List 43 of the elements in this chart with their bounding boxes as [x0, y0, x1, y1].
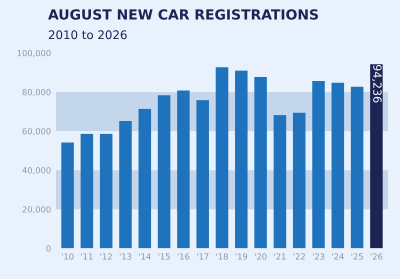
x-tick-label: '12 [100, 253, 112, 260]
y-tick-label: 60,000 [22, 128, 51, 136]
x-tick-label: '11 [81, 253, 93, 260]
bar [80, 134, 94, 248]
y-tick-label: 80,000 [22, 89, 51, 96]
y-tick-label: 100,000 [18, 50, 51, 58]
bar [177, 90, 190, 248]
x-tick-label: '22 [294, 253, 305, 260]
bar [196, 100, 209, 248]
x-tick-label: '23 [312, 253, 324, 260]
bar [119, 120, 132, 248]
bar [138, 108, 152, 248]
bar [158, 95, 170, 248]
bar [292, 112, 306, 248]
bar [61, 142, 74, 248]
x-tick-label: '26 [370, 253, 382, 260]
bar [312, 80, 325, 248]
bar [100, 134, 112, 248]
x-tick-label: '18 [216, 253, 228, 260]
x-tick-label: '25 [351, 253, 363, 260]
x-tick-label: '24 [332, 253, 344, 260]
data-label: 94,236 [372, 64, 382, 102]
x-tick-label: '21 [274, 253, 286, 260]
chart-title: AUGUST NEW CAR REGISTRATIONS [48, 9, 318, 20]
bar [332, 82, 344, 248]
x-tick-label: '13 [120, 253, 132, 260]
bar [235, 70, 248, 248]
bar [274, 115, 286, 248]
bar [254, 77, 267, 248]
bar [350, 86, 364, 248]
y-tick-label: 40,000 [22, 167, 51, 174]
x-tick-label: '19 [236, 253, 248, 260]
x-tick-label: '14 [139, 253, 151, 260]
chart-subtitle: 2010 to 2026 [48, 30, 127, 40]
x-tick-label: '20 [254, 253, 266, 260]
x-tick-label: '10 [62, 253, 74, 260]
y-tick-label: 20,000 [22, 206, 51, 214]
bar [370, 64, 383, 248]
x-tick-label: '15 [158, 253, 170, 260]
x-tick-label: '16 [178, 253, 190, 260]
bar [216, 67, 228, 248]
y-tick-label: 0 [46, 245, 51, 252]
x-tick-label: '17 [197, 253, 208, 260]
